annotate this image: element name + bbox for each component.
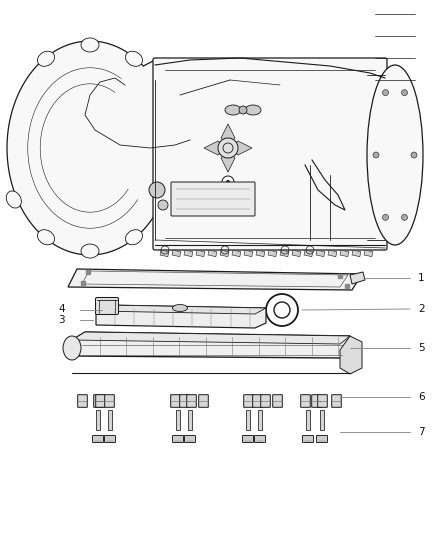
Bar [292, 250, 301, 257]
FancyBboxPatch shape [78, 395, 87, 407]
Bar [280, 250, 289, 257]
Circle shape [373, 152, 379, 158]
Bar [364, 250, 373, 257]
Polygon shape [68, 269, 362, 290]
FancyBboxPatch shape [105, 435, 116, 442]
Text: 2: 2 [418, 304, 424, 314]
Text: 7: 7 [418, 427, 424, 437]
Circle shape [382, 90, 389, 95]
Circle shape [149, 182, 165, 198]
FancyBboxPatch shape [261, 395, 270, 407]
Bar [316, 250, 325, 257]
Polygon shape [96, 305, 266, 314]
Ellipse shape [81, 244, 99, 258]
Ellipse shape [81, 38, 99, 52]
FancyBboxPatch shape [95, 297, 119, 314]
Bar [304, 250, 313, 257]
Ellipse shape [225, 105, 241, 115]
FancyBboxPatch shape [318, 395, 327, 407]
FancyBboxPatch shape [332, 395, 341, 407]
FancyBboxPatch shape [105, 395, 114, 407]
Polygon shape [72, 332, 350, 344]
Bar [352, 250, 361, 257]
FancyBboxPatch shape [317, 435, 328, 442]
Polygon shape [350, 272, 365, 284]
Bar [108, 410, 112, 430]
FancyBboxPatch shape [180, 395, 189, 407]
Bar [258, 410, 262, 430]
Bar [160, 250, 169, 257]
Bar [340, 250, 349, 257]
Bar [268, 250, 277, 257]
Circle shape [382, 214, 389, 220]
FancyBboxPatch shape [273, 395, 283, 407]
FancyBboxPatch shape [301, 395, 310, 407]
FancyBboxPatch shape [254, 435, 265, 442]
Bar [208, 250, 217, 257]
Ellipse shape [6, 191, 21, 208]
Polygon shape [7, 41, 162, 255]
Polygon shape [204, 141, 228, 155]
Bar [96, 410, 100, 430]
Bar [328, 250, 337, 257]
Text: 4: 4 [58, 304, 65, 314]
FancyBboxPatch shape [199, 395, 208, 407]
FancyBboxPatch shape [184, 435, 195, 442]
Bar [188, 410, 192, 430]
Ellipse shape [159, 191, 174, 208]
Bar [196, 250, 205, 257]
Ellipse shape [63, 336, 81, 360]
FancyBboxPatch shape [243, 435, 254, 442]
Bar [232, 250, 241, 257]
FancyBboxPatch shape [253, 395, 262, 407]
Polygon shape [221, 148, 235, 172]
FancyBboxPatch shape [244, 395, 253, 407]
Circle shape [218, 138, 238, 158]
Bar [220, 250, 229, 257]
Ellipse shape [38, 230, 55, 245]
FancyBboxPatch shape [171, 182, 255, 216]
Text: 5: 5 [418, 343, 424, 353]
Ellipse shape [245, 105, 261, 115]
Polygon shape [96, 305, 266, 328]
Bar [246, 410, 250, 430]
FancyBboxPatch shape [187, 395, 196, 407]
Bar [320, 410, 324, 430]
Ellipse shape [125, 51, 142, 66]
Polygon shape [221, 124, 235, 148]
Bar [176, 410, 180, 430]
Ellipse shape [367, 65, 423, 245]
FancyBboxPatch shape [153, 58, 387, 250]
FancyBboxPatch shape [95, 395, 105, 407]
Polygon shape [340, 336, 362, 374]
Circle shape [411, 152, 417, 158]
Circle shape [239, 106, 247, 114]
Bar [172, 250, 181, 257]
Circle shape [402, 214, 407, 220]
Polygon shape [72, 332, 350, 358]
Ellipse shape [125, 230, 142, 245]
FancyBboxPatch shape [173, 435, 184, 442]
FancyBboxPatch shape [94, 395, 103, 407]
Ellipse shape [173, 304, 187, 311]
Text: 1: 1 [418, 273, 424, 283]
Circle shape [158, 200, 168, 210]
Circle shape [402, 90, 407, 95]
FancyBboxPatch shape [92, 435, 103, 442]
Circle shape [226, 180, 230, 184]
Bar [244, 250, 253, 257]
Bar [256, 250, 265, 257]
Text: 6: 6 [418, 392, 424, 402]
Text: 3: 3 [58, 315, 65, 325]
Bar [306, 410, 310, 430]
Bar [184, 250, 193, 257]
Polygon shape [228, 141, 252, 155]
Ellipse shape [38, 51, 55, 66]
FancyBboxPatch shape [312, 395, 321, 407]
FancyBboxPatch shape [171, 395, 180, 407]
FancyBboxPatch shape [303, 435, 314, 442]
